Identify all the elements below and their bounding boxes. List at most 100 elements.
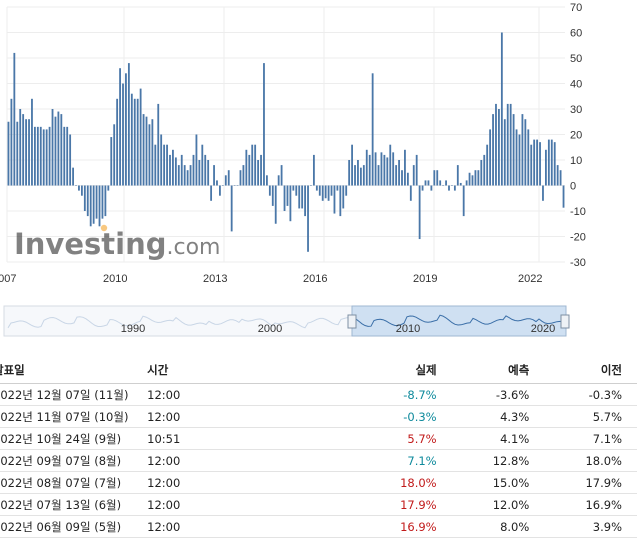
bar[interactable] [166,144,168,186]
header-forecast[interactable]: 예측 [438,357,532,384]
bar[interactable] [230,185,233,232]
bar[interactable] [89,185,92,227]
bar[interactable] [86,185,89,217]
bar[interactable] [227,170,230,186]
bar[interactable] [260,154,262,186]
bar[interactable] [512,114,515,186]
bar[interactable] [351,144,353,186]
bar[interactable] [201,144,204,186]
bar[interactable] [122,83,124,186]
bar[interactable] [539,142,541,186]
bar[interactable] [409,185,412,201]
bar[interactable] [330,185,333,196]
bar[interactable] [207,160,210,186]
bar[interactable] [163,144,166,186]
bar[interactable] [498,109,500,186]
bar[interactable] [283,185,286,212]
navigator-left-handle[interactable] [347,314,357,329]
bar[interactable] [474,170,477,186]
bar[interactable] [28,119,30,186]
bar[interactable] [204,154,207,186]
bar[interactable] [83,185,86,212]
bar[interactable] [362,165,365,186]
navigator-selection[interactable] [351,305,567,337]
bar[interactable] [342,185,345,209]
bar[interactable] [116,98,119,186]
bar[interactable] [13,52,16,186]
bar[interactable] [521,114,524,186]
bar[interactable] [412,165,415,186]
bar[interactable] [60,114,63,186]
bar[interactable] [527,129,530,186]
bar[interactable] [445,180,447,186]
bar[interactable] [219,185,221,196]
bar[interactable] [98,185,101,227]
bar[interactable] [180,154,183,186]
bar[interactable] [72,167,74,186]
bar[interactable] [486,144,489,186]
bar[interactable] [383,154,386,186]
bar[interactable] [509,103,512,186]
bar[interactable] [16,121,19,186]
bar[interactable] [157,103,160,186]
bar[interactable] [477,170,480,186]
bar[interactable] [57,111,60,186]
bar[interactable] [453,185,456,191]
bar[interactable] [327,185,330,201]
bar[interactable] [110,137,113,186]
bar[interactable] [553,142,556,186]
bar[interactable] [251,144,254,186]
bar[interactable] [480,160,483,186]
bar[interactable] [280,165,283,186]
bar[interactable] [192,154,195,186]
bar[interactable] [45,129,48,186]
bar[interactable] [107,185,110,191]
bar[interactable] [133,98,136,186]
bar[interactable] [292,185,295,191]
bar[interactable] [101,185,104,219]
bar[interactable] [310,185,312,187]
bar[interactable] [31,98,33,186]
bar[interactable] [22,114,25,186]
bar[interactable] [104,185,107,217]
bar[interactable] [75,185,77,187]
bar[interactable] [169,154,171,186]
bar[interactable] [183,165,186,186]
bar[interactable] [224,175,227,186]
bar[interactable] [471,175,474,186]
bar[interactable] [459,182,462,186]
bar[interactable] [406,172,409,186]
bar[interactable] [377,165,380,186]
bar[interactable] [39,126,42,186]
header-time[interactable]: 시간 [139,357,261,384]
bar[interactable] [307,185,309,252]
bar[interactable] [221,185,224,187]
header-release-date[interactable]: 발표일 [0,357,140,384]
bar[interactable] [336,185,339,191]
bar[interactable] [63,126,66,186]
bar[interactable] [245,149,248,186]
bar[interactable] [80,185,83,196]
bar[interactable] [389,144,392,186]
bar[interactable] [195,134,198,186]
bar[interactable] [348,160,351,186]
bar[interactable] [374,152,377,186]
bar[interactable] [401,170,403,186]
bar[interactable] [550,139,553,186]
bar[interactable] [242,165,245,186]
bar[interactable] [518,134,521,186]
bar[interactable] [154,144,157,186]
bar[interactable] [248,154,251,186]
bar[interactable] [392,152,395,186]
bar[interactable] [495,103,497,186]
bar[interactable] [433,170,436,186]
bar[interactable] [186,170,189,186]
bar[interactable] [468,172,471,186]
bar[interactable] [198,160,201,186]
bar[interactable] [315,185,318,191]
bar[interactable] [483,154,486,186]
bar[interactable] [10,98,13,186]
bar[interactable] [542,185,544,201]
bar[interactable] [127,63,130,186]
bar[interactable] [395,165,398,186]
